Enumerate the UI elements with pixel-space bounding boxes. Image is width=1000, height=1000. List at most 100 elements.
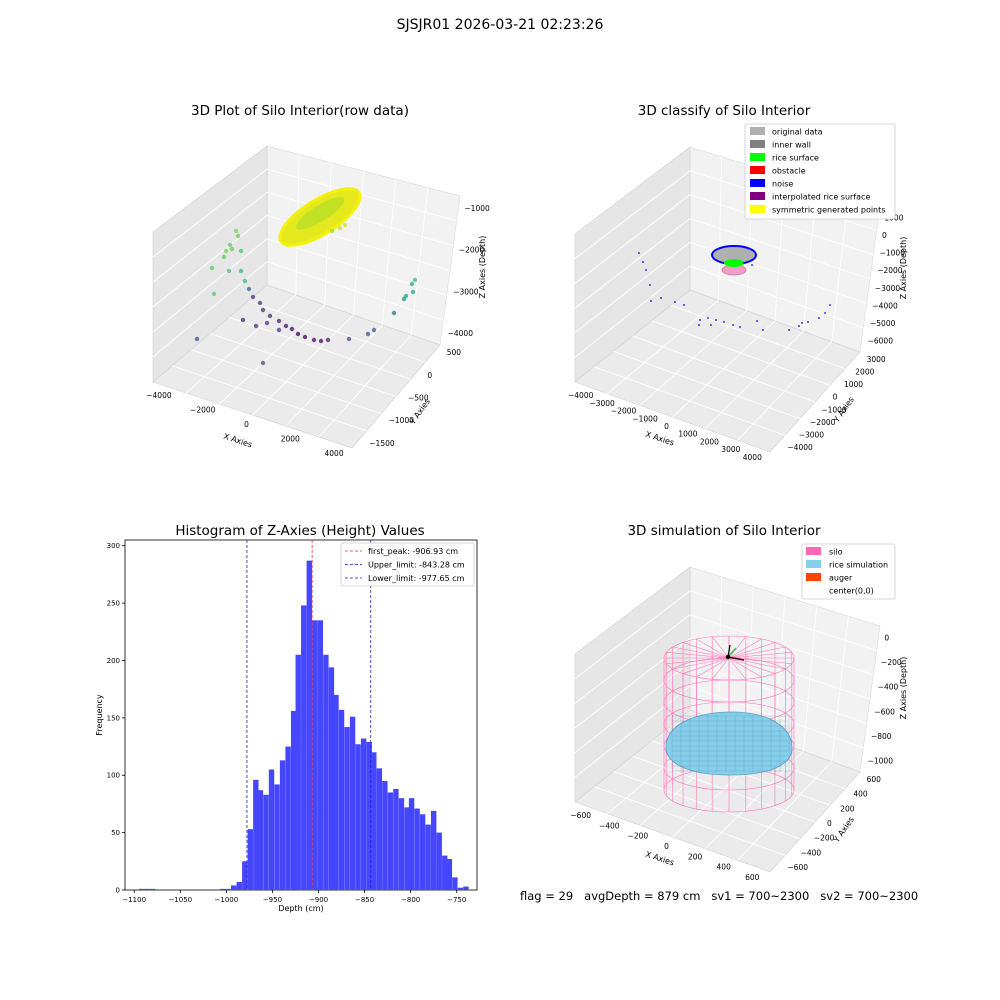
plot2-noise-point: [715, 319, 717, 321]
plot1-data-point: [410, 289, 416, 295]
plot3-bar: [430, 810, 437, 890]
plot3-bar: [149, 888, 156, 890]
plot3-bar: [360, 738, 367, 890]
plot4-grid-line: [689, 590, 877, 651]
plot1-data-point: [260, 307, 266, 313]
plot3-bar: [387, 792, 394, 890]
plot4-grid-line: [574, 685, 691, 778]
plot2-legend-swatch: [750, 166, 765, 174]
plot1-surface-core: [295, 197, 345, 230]
plot3-bar: [414, 808, 420, 890]
plot1-grid-line: [152, 238, 268, 333]
plot3-bar: [295, 654, 301, 890]
plot1-data-point: [412, 277, 418, 283]
plot2-noise-point: [707, 317, 709, 319]
plot3-bar: [355, 744, 361, 890]
plot1-data-point: [342, 222, 348, 228]
plot4-z-tick-label: −1000: [868, 756, 894, 765]
plot3-legend: first_peak: -906.93 cm Upper_limit: -843.…: [340, 542, 475, 587]
plot4-z-tick-label: −400: [878, 683, 899, 692]
plot2-noise-point: [798, 325, 800, 327]
plot3-bar: [285, 746, 291, 890]
plot4-rice-simulation: [665, 711, 793, 776]
plot3-bar: [398, 798, 405, 890]
plot1-z-tick-label: −2000: [459, 246, 485, 255]
plot2-noise-point: [829, 304, 831, 306]
plot2-legend-swatch: [750, 192, 765, 200]
plot3-bar: [268, 769, 275, 890]
plot2-z-tick-label: 0: [882, 231, 887, 240]
plot3-bar: [225, 888, 231, 890]
plot1-z-tick-label: −3000: [453, 287, 479, 296]
plot3-y-tick-label: 100: [107, 772, 120, 780]
plot2-legend-label: rice surface: [772, 154, 819, 163]
plot1-x-tick-label: −2000: [190, 405, 216, 414]
plot3-y-tick-label: 300: [107, 542, 120, 550]
plot1-data-point: [409, 281, 415, 287]
plot3-title: Histogram of Z-Axies (Height) Values: [175, 523, 425, 539]
plot3-bar: [349, 716, 356, 890]
plot4-y-tick-label: 600: [867, 775, 882, 784]
plot3-bar: [452, 877, 458, 890]
plot3-bar: [419, 814, 426, 890]
plot3-axes: −1100 −1050 −1000 −950 −900 −850 −800 −750 0 50 10…: [95, 539, 478, 913]
plot3-x-tick-label: −900: [309, 896, 328, 904]
plot1-data-point: [289, 326, 295, 332]
plot1-data-point: [246, 286, 252, 292]
plot2-legend-label: original data: [772, 128, 823, 137]
plot2-noise-point: [756, 320, 758, 322]
plot3-bar: [442, 855, 448, 890]
plot1-data-point: [276, 318, 282, 324]
plot4-legend-label: silo: [829, 548, 843, 557]
plot2-z-tick-label: −3000: [875, 284, 901, 293]
plot2-legend-swatch: [750, 179, 765, 187]
plot2-grid-line: [574, 218, 691, 309]
plot2-x-tick-label: −2000: [611, 407, 637, 416]
plot4-silo-roof-rib: [728, 657, 776, 674]
plot2-grid-line: [574, 241, 691, 334]
plot4-silo-roof-rib: [728, 638, 762, 659]
plot2-noise-point: [660, 297, 662, 299]
plot4-silo-roof-rib: [728, 636, 747, 659]
plot1-data-point: [194, 336, 200, 342]
plot2-z-tick-label: −2000: [877, 266, 903, 275]
plot2-legend-label: obstacle: [772, 167, 806, 176]
plot1-data-point: [283, 323, 289, 329]
plot3-y-tick-label: 150: [107, 714, 120, 722]
plot3-bar: [247, 829, 254, 890]
plot2-x-axis-label: X Axies: [644, 430, 675, 448]
plot1-data-point: [257, 300, 263, 306]
plot1-title: 3D Plot of Silo Interior(row data): [191, 103, 409, 119]
plot4-y-tick-label: 0: [827, 819, 832, 828]
plot1-data-point: [238, 268, 244, 274]
plot2-legend: original data inner wall rice surface obsta…: [744, 123, 896, 220]
plot2-noise-point: [762, 329, 764, 331]
plot4-y-tick-label: −600: [787, 863, 808, 872]
plot2-grid-line: [574, 170, 691, 260]
plot1-surface-points: [278, 187, 362, 247]
plot2-legend-swatch: [750, 140, 765, 148]
plot3-bar: [408, 798, 415, 890]
plot3-x-tick-label: −950: [263, 896, 282, 904]
plot3-legend-box: [340, 542, 475, 587]
plot2-y-tick-label: 2000: [855, 368, 874, 377]
plot3-bar: [301, 605, 307, 890]
plot2-axes: −4000−3000−2000−100001000200030004000−40…: [568, 123, 908, 462]
plot1-grid-line: [152, 191, 268, 283]
plot4-center-marker: [725, 654, 731, 660]
plot3-bar: [457, 887, 464, 890]
plot4-silo-roof-rib: [728, 652, 792, 659]
plot2-legend-box: [744, 123, 896, 220]
plot3-y-tick-label: 50: [111, 829, 120, 837]
plot2-legend-label: noise: [772, 180, 793, 189]
plot3-bar: [446, 859, 453, 890]
plot4-silo-roof-rib: [666, 652, 730, 659]
plot2-z-tick-label: −6000: [868, 336, 894, 345]
plot1-x-tick-label: −4000: [146, 391, 172, 400]
plot2-title: 3D classify of Silo Interior: [637, 103, 811, 119]
plot2-noise-point: [723, 321, 725, 323]
plot2-x-tick-label: −4000: [568, 391, 594, 400]
plot4-x-axis-label: X Axies: [644, 850, 675, 868]
plot1-grid-line: [152, 261, 268, 358]
plot2-x-tick-label: 4000: [743, 453, 762, 462]
